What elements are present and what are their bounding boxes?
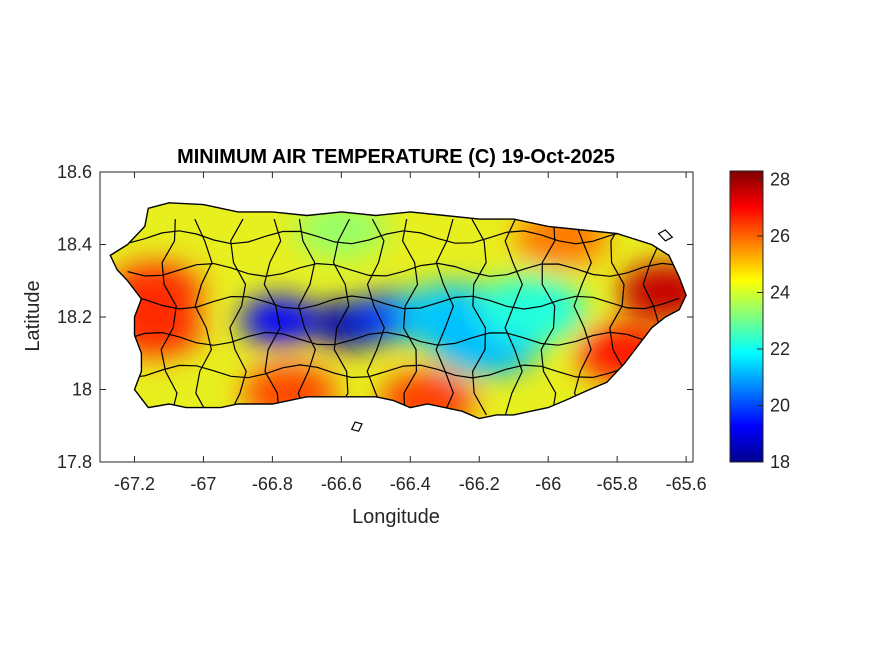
- x-tick-label: -66.8: [252, 474, 293, 494]
- colorbar-tick-label: 18: [770, 452, 790, 472]
- temperature-cell: [618, 262, 687, 321]
- municipality-line: [127, 331, 680, 346]
- municipality-line: [194, 218, 213, 416]
- x-tick-label: -67: [190, 474, 216, 494]
- island-outline: [657, 229, 674, 242]
- municipality-line: [127, 262, 680, 278]
- small-islands: [350, 229, 674, 432]
- municipality-line: [127, 295, 680, 310]
- map-axes: -67.2 -67 -66.8 -66.6 -66.4 -66.2 -66 -65.8 -65.…: [57, 162, 707, 494]
- y-axis-title: Latitude: [22, 280, 44, 351]
- island-outline: [350, 421, 363, 432]
- colorbar-gradient: [729, 170, 764, 463]
- x-tick-label: -67.2: [114, 474, 155, 494]
- x-tick-label: -66.6: [321, 474, 362, 494]
- municipality-line: [297, 219, 316, 416]
- x-axis-title: Longitude: [352, 506, 440, 528]
- y-tick-label: 17.8: [57, 452, 92, 472]
- temperature-field: [110, 202, 687, 419]
- colorbar-tick-label: 28: [770, 169, 790, 189]
- colorbar-tick-label: 24: [770, 282, 790, 302]
- colorbar-tick-label: 22: [770, 339, 790, 359]
- municipality-line: [401, 218, 419, 415]
- municipality-line: [127, 230, 680, 245]
- coastline: [109, 202, 687, 420]
- x-tick-label: -66.4: [390, 474, 431, 494]
- x-tick-label: -65.8: [597, 474, 638, 494]
- x-tick-label: -66.2: [459, 474, 500, 494]
- colorbar-tick-label: 26: [770, 226, 790, 246]
- x-axis: -67.2 -67 -66.8 -66.6 -66.4 -66.2 -66 -65.8 -65.…: [114, 172, 707, 494]
- y-tick-label: 18.2: [57, 307, 92, 327]
- y-axis: 17.8 18 18.2 18.4 18.6: [57, 162, 693, 472]
- municipality-line: [332, 218, 351, 416]
- municipality-line: [160, 219, 178, 416]
- y-tick-label: 18.6: [57, 162, 92, 182]
- municipality-line: [504, 218, 523, 416]
- colorbar: 18 20 22 24 26 28: [729, 169, 790, 472]
- municipality-boundaries: [127, 218, 680, 416]
- municipality-line: [435, 218, 454, 416]
- y-tick-label: 18: [72, 380, 92, 400]
- temperature-cell: [294, 202, 389, 259]
- temperature-cell: [476, 276, 586, 344]
- temperature-cell: [240, 296, 319, 345]
- chart-title: MINIMUM AIR TEMPERATURE (C) 19-Oct-2025: [177, 146, 615, 168]
- municipality-line: [540, 219, 557, 415]
- municipality-line: [228, 218, 247, 416]
- x-tick-label: -66: [535, 474, 561, 494]
- municipality-line: [471, 218, 487, 416]
- municipality-line: [366, 218, 385, 416]
- colorbar-tick-label: 20: [770, 395, 790, 415]
- municipality-line: [263, 218, 282, 415]
- colorbar-ticks: 18 20 22 24 26 28: [757, 169, 790, 472]
- municipality-line: [127, 364, 680, 379]
- x-tick-label: -65.6: [666, 474, 707, 494]
- y-tick-label: 18.4: [57, 235, 92, 255]
- municipality-line: [573, 218, 592, 416]
